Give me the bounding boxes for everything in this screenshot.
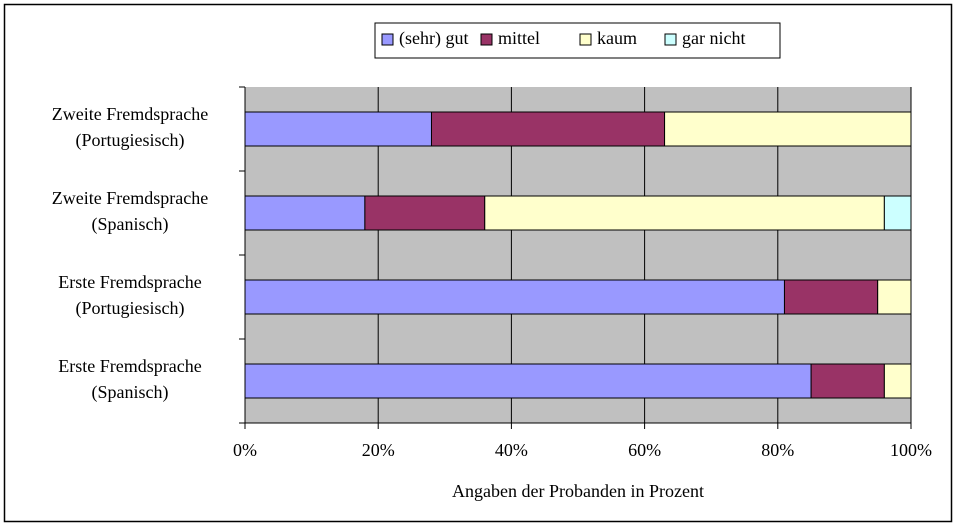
y-tick-label: (Portugiesisch) [76, 298, 185, 319]
legend-swatch [381, 33, 394, 46]
x-tick-label: 40% [495, 440, 528, 460]
y-tick-label: Zweite Fremdsprache [52, 104, 208, 124]
legend-label: gar nicht [682, 28, 745, 48]
bar-segment [877, 279, 912, 315]
x-tick-label: 0% [233, 440, 257, 460]
y-tick-label: (Portugiesisch) [76, 130, 185, 151]
bar-segment [244, 195, 366, 231]
bar-segment [244, 111, 432, 147]
x-tick-label: 80% [761, 440, 794, 460]
bar-segment [430, 111, 666, 147]
x-tick-label: 100% [890, 440, 932, 460]
y-tick-label: (Spanisch) [92, 214, 169, 235]
bar-segment [810, 363, 885, 399]
bar-segment [484, 195, 885, 231]
bar-segment [664, 111, 912, 147]
legend-label: kaum [597, 28, 637, 48]
legend-box [374, 22, 781, 59]
bar-segment [244, 363, 812, 399]
bar-segment [244, 279, 785, 315]
bar-segment [883, 195, 912, 231]
y-tick-label: Erste Fremdsprache [58, 356, 201, 376]
bar-segment [783, 279, 879, 315]
bar-segment [883, 363, 912, 399]
y-tick-label: (Spanisch) [92, 382, 169, 403]
bar-segment [364, 195, 486, 231]
x-axis-title: Angaben der Probanden in Prozent [452, 481, 704, 501]
x-tick-label: 20% [362, 440, 395, 460]
x-tick-label: 60% [628, 440, 661, 460]
legend-label: (sehr) gut [399, 28, 468, 49]
legend-swatch [579, 33, 592, 46]
y-tick-label: Erste Fremdsprache [58, 272, 201, 292]
legend-swatch [664, 33, 677, 46]
legend-swatch [480, 33, 493, 46]
y-tick-label: Zweite Fremdsprache [52, 188, 208, 208]
legend-label: mittel [498, 28, 540, 48]
